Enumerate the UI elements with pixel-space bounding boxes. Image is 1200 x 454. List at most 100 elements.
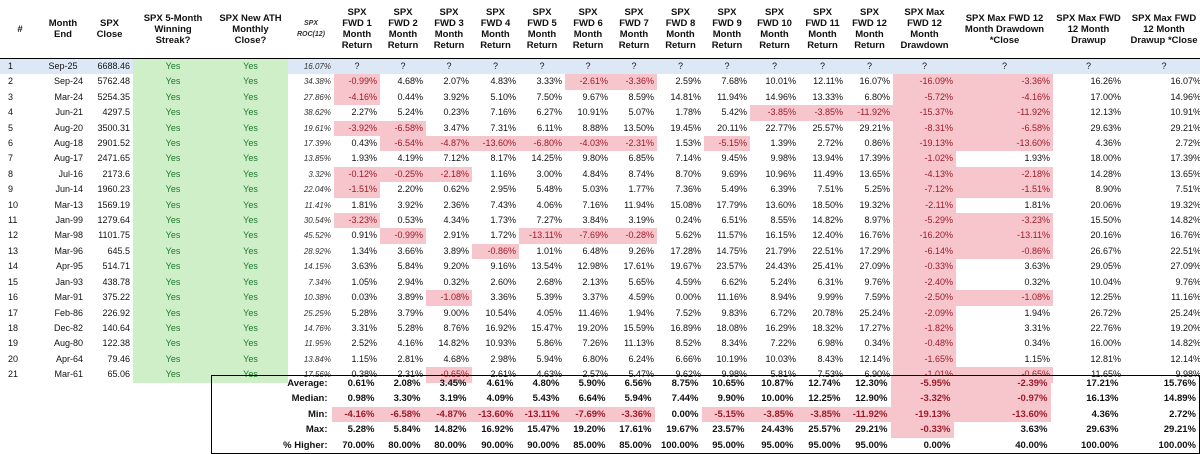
table-cell: Yes bbox=[133, 166, 213, 183]
table-cell: Feb-86 bbox=[54, 307, 83, 318]
summary-cell: 23.57% bbox=[712, 424, 745, 436]
column-header: Month End bbox=[40, 0, 86, 59]
table-cell: -1.65% bbox=[893, 351, 956, 368]
table-cell: 27.09% bbox=[859, 261, 890, 272]
table-cell: ? bbox=[611, 58, 657, 75]
table-cell: 5.10% bbox=[490, 91, 516, 102]
table-cell: 3.36% bbox=[490, 292, 516, 303]
summary-cell: 4.80% bbox=[532, 378, 560, 389]
table-cell: 7.59% bbox=[864, 292, 890, 303]
table-cell: 0.32% bbox=[1024, 276, 1050, 287]
table-cell: 7.53% bbox=[817, 369, 843, 380]
table-cell: 8.97% bbox=[864, 215, 890, 226]
table-cell: 9.16% bbox=[490, 261, 516, 272]
table-cell: 20.06% bbox=[1090, 199, 1121, 210]
table-cell: Yes bbox=[213, 259, 288, 275]
table-cell: 23.57% bbox=[716, 261, 747, 272]
table-cell: 0.62% bbox=[443, 184, 469, 195]
table-cell: 3.33% bbox=[536, 76, 562, 87]
summary-cell: 10.65% bbox=[712, 378, 745, 389]
table-cell: 5.28% bbox=[351, 307, 377, 318]
table-cell: 13.50% bbox=[623, 122, 654, 133]
table-cell: 16.89% bbox=[670, 322, 701, 333]
table-cell: 3.31% bbox=[351, 322, 377, 333]
table-cell: 14.82% bbox=[1170, 215, 1200, 226]
table-cell: 3.66% bbox=[397, 245, 423, 256]
table-cell: -1.08% bbox=[426, 290, 472, 306]
table-cell: ? bbox=[426, 58, 472, 75]
summary-cell: 90.00% bbox=[527, 439, 560, 451]
table-cell: 8.90% bbox=[1095, 184, 1121, 195]
table-cell: -2.40% bbox=[893, 274, 956, 291]
table-cell: 12.14% bbox=[1170, 353, 1200, 364]
table-cell: Jul-16 bbox=[58, 168, 83, 179]
table-cell: 4.36% bbox=[1095, 138, 1121, 149]
table-cell: 1.78% bbox=[675, 107, 701, 118]
table-cell: 9.83% bbox=[721, 307, 747, 318]
table-cell: 0.44% bbox=[397, 91, 423, 102]
table-cell: 12.98% bbox=[577, 261, 608, 272]
table-cell: -2.18% bbox=[426, 166, 472, 183]
column-header: SPX Max FWD 12 Month Drawdown bbox=[893, 0, 956, 59]
table-row: 1 Sep-25 6688.46 Yes Yes 16.07%??????????????… bbox=[0, 58, 1200, 75]
table-cell: 2.95% bbox=[490, 184, 516, 195]
table-cell: -11.92% bbox=[846, 105, 893, 121]
table-cell: 140.64 bbox=[102, 322, 130, 333]
table-cell: Yes bbox=[213, 274, 288, 291]
table-row: 6 Aug-18 2901.52 Yes Yes 17.39% 0.43% -6.54% -4.… bbox=[0, 136, 1200, 152]
table-cell: ? bbox=[334, 58, 380, 75]
column-header: SPX FWD 1 Month Return bbox=[334, 0, 380, 59]
table-cell: 5.39% bbox=[536, 292, 562, 303]
table-cell: 16.92% bbox=[485, 322, 516, 333]
summary-cell: 8.75% bbox=[671, 378, 699, 389]
table-cell: 1.16% bbox=[490, 168, 516, 179]
table-cell: 6 bbox=[8, 138, 14, 149]
table-cell: 0.38% bbox=[351, 369, 377, 380]
table-cell: -0.86% bbox=[956, 243, 1053, 260]
table-cell: 25.24% bbox=[859, 307, 890, 318]
table-cell: -0.48% bbox=[893, 336, 956, 352]
table-cell: 11.94% bbox=[717, 91, 747, 102]
table-cell: 8.74% bbox=[628, 168, 654, 179]
summary-cell: 5.43% bbox=[532, 393, 560, 405]
table-cell: 14.75% bbox=[716, 245, 747, 256]
summary-cell: -13.11% bbox=[516, 406, 563, 423]
table-cell: -4.16% bbox=[956, 89, 1053, 106]
table-cell: 22.04% bbox=[303, 185, 331, 195]
table-cell: 17.27% bbox=[859, 322, 890, 333]
table-cell: 7.36% bbox=[675, 184, 701, 195]
table-cell: -0.28% bbox=[611, 228, 657, 244]
table-cell: 2.31% bbox=[397, 369, 423, 380]
table-cell: -0.99% bbox=[334, 74, 380, 90]
table-cell: -13.11% bbox=[956, 228, 1053, 244]
table-cell: 7.52% bbox=[675, 307, 701, 318]
table-cell: -13.11% bbox=[519, 228, 565, 244]
table-cell: 5.25% bbox=[864, 184, 890, 195]
table-row: 16 Mar-91 375.22 Yes Yes 10.38% 0.03% 3.89% -1.0… bbox=[0, 290, 1200, 306]
summary-cell: 95.00% bbox=[855, 439, 888, 451]
table-cell: 1.15% bbox=[1024, 353, 1050, 364]
table-cell: 1569.19 bbox=[97, 199, 130, 210]
table-cell: -0.33% bbox=[893, 259, 956, 275]
table-cell: 11.49% bbox=[813, 168, 843, 179]
spx-forward-returns-table: # Month End SPX Close SPX 5-Month Winning S… bbox=[0, 0, 1200, 383]
column-header: SPX FWD 6 Month Return bbox=[565, 0, 611, 59]
summary-cell: 85.00% bbox=[573, 439, 606, 451]
table-cell: 8.70% bbox=[675, 168, 701, 179]
table-cell: 4.68% bbox=[443, 353, 469, 364]
table-cell: 0.86% bbox=[864, 138, 890, 149]
table-cell: -0.86% bbox=[472, 243, 519, 260]
table-cell: -4.13% bbox=[893, 166, 956, 183]
summary-stats-table: Average: 0.61% 2.08% 3.45% 4.61% 4.80% 5.90% 6.… bbox=[211, 375, 1200, 454]
table-cell: Yes bbox=[213, 105, 288, 121]
table-cell: ? bbox=[704, 58, 750, 75]
table-cell: -0.99% bbox=[380, 228, 426, 244]
table-cell: 15.08% bbox=[670, 199, 701, 210]
table-cell: 26.72% bbox=[1090, 307, 1121, 318]
table-cell: 13.65% bbox=[859, 168, 890, 179]
summary-cell: 70.00% bbox=[342, 439, 375, 451]
summary-cell: -19.13% bbox=[890, 406, 954, 423]
column-header: SPX 5-Month Winning Streak? bbox=[133, 0, 213, 59]
table-cell: 9.45% bbox=[721, 153, 747, 164]
